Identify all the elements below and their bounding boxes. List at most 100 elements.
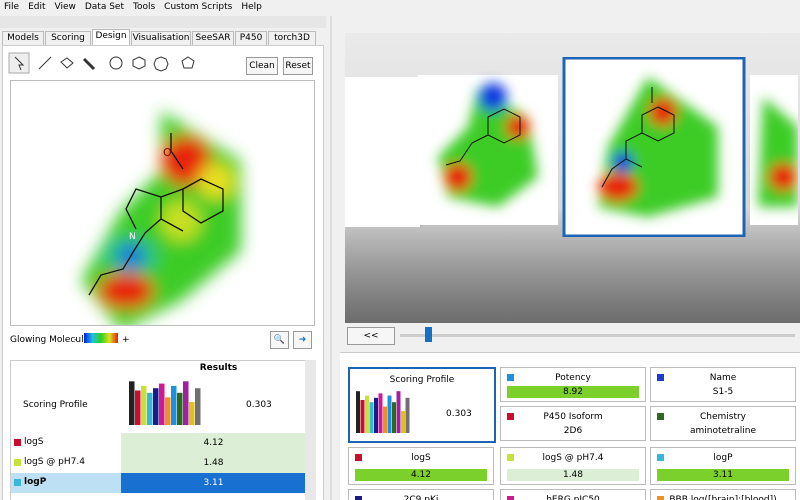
profile-card[interactable]: Scoring Profile 0.303 xyxy=(348,367,496,443)
row-value: 3.11 xyxy=(121,473,306,493)
card-value: 3.11 xyxy=(657,469,789,481)
property-card[interactable]: P450 Isoform 2D6 xyxy=(500,406,646,441)
profile-bar xyxy=(387,395,392,433)
profile-bar xyxy=(135,390,141,425)
property-card[interactable]: 2C9 pKi xyxy=(348,489,494,500)
property-card[interactable]: logP 3.11 xyxy=(650,447,796,485)
panel-header xyxy=(0,16,326,28)
result-row[interactable]: logS 4.12 xyxy=(11,433,306,453)
property-card[interactable]: hERG pIC50 xyxy=(500,489,646,500)
tab[interactable]: torch3D xyxy=(268,31,316,46)
row-name: logS xyxy=(24,437,44,447)
molecule-canvas: ON xyxy=(10,80,315,326)
profile-bar xyxy=(374,397,378,433)
color-swatch xyxy=(14,459,21,466)
profile-bar xyxy=(171,385,177,425)
menu-item[interactable]: View xyxy=(54,2,76,12)
color-swatch xyxy=(14,479,21,486)
card-value: 2D6 xyxy=(563,426,583,436)
tab[interactable]: Visualisation xyxy=(131,31,191,46)
property-card[interactable]: logS 4.12 xyxy=(348,447,494,485)
back-button[interactable]: << xyxy=(347,327,395,345)
profile-bar xyxy=(183,381,189,425)
result-row[interactable]: Scoring Profile 0.303 xyxy=(11,379,306,433)
menu-item[interactable]: Tools xyxy=(133,2,156,12)
color-swatch xyxy=(657,413,664,420)
profile-bar xyxy=(396,391,401,433)
splitter xyxy=(330,16,332,500)
menu-item[interactable]: Data Set xyxy=(84,2,124,12)
color-swatch xyxy=(657,374,664,381)
tab[interactable]: P450 xyxy=(235,31,267,46)
row-value: 0.303 xyxy=(246,400,272,410)
menu-item[interactable]: Help xyxy=(241,2,262,12)
row-name: logP xyxy=(24,477,47,487)
result-row[interactable]: logS @ pH7.4 1.48 xyxy=(11,453,306,473)
profile-bar xyxy=(378,393,383,433)
row-name: Scoring Profile xyxy=(23,400,88,410)
profile-bar xyxy=(147,392,153,425)
color-swatch xyxy=(507,413,514,420)
row-name: logS @ pH7.4 xyxy=(24,457,85,467)
profile-bar xyxy=(153,388,159,425)
property-card[interactable]: logS @ pH7.4 1.48 xyxy=(500,447,646,485)
card-title: Chemistry xyxy=(699,412,747,422)
result-row[interactable]: logP 3.11 xyxy=(11,473,306,493)
profile-bars xyxy=(356,391,410,433)
color-swatch xyxy=(14,439,21,446)
legend-label: Glowing Molecule: xyxy=(10,335,93,345)
card-value: 0.303 xyxy=(446,409,472,419)
slider-handle[interactable] xyxy=(425,327,432,342)
color-swatch xyxy=(355,496,362,500)
zoom-button[interactable]: 🔍 xyxy=(270,331,289,349)
scrollbar xyxy=(305,360,316,500)
profile-bar xyxy=(365,395,369,433)
card-title: BBB log([brain]:[blood]) xyxy=(669,495,777,500)
profile-bar xyxy=(356,391,360,433)
reset-button[interactable]: Reset xyxy=(283,57,313,75)
property-card[interactable]: Chemistry aminotetraline xyxy=(650,406,796,441)
profile-bar xyxy=(405,397,410,433)
profile-bar xyxy=(369,402,374,433)
card-title: Potency xyxy=(555,373,591,383)
card-title: logP xyxy=(713,453,733,463)
card-title: hERG pIC50 xyxy=(546,495,600,500)
tab[interactable]: Models xyxy=(2,31,44,46)
tab[interactable]: Scoring xyxy=(45,31,91,46)
card-grid: Scoring Profile 0.303 Potency 8.92 Name S1-… xyxy=(340,352,800,500)
profile-bar xyxy=(159,383,165,425)
results-table: Results Scoring Profile 0.303 logS 4.12 logS… xyxy=(10,360,307,500)
profile-bar xyxy=(392,402,396,433)
legend-minus: - xyxy=(74,335,78,345)
drawing-tools xyxy=(8,52,195,74)
svg-text:N: N xyxy=(129,232,136,242)
menu-item[interactable]: File xyxy=(4,2,20,12)
card-value: S1-5 xyxy=(712,387,734,397)
tab[interactable]: SeeSAR xyxy=(192,31,234,46)
property-card[interactable]: Potency 8.92 xyxy=(500,367,646,402)
color-swatch xyxy=(355,454,362,461)
card-title: logS xyxy=(411,453,431,463)
property-card[interactable]: BBB log([brain]:[blood]) xyxy=(650,489,796,500)
profile-bar xyxy=(141,385,147,425)
legend-plus: + xyxy=(122,335,130,345)
menu-item[interactable]: Edit xyxy=(28,2,46,12)
color-swatch xyxy=(507,374,514,381)
property-card[interactable]: Name S1-5 xyxy=(650,367,796,402)
clean-button[interactable]: Clean xyxy=(246,57,278,75)
legend-gradient xyxy=(84,333,118,343)
profile-bars xyxy=(129,381,201,425)
carousel-reflection xyxy=(345,237,800,323)
color-swatch xyxy=(507,496,514,500)
card-title: P450 Isoform xyxy=(543,412,603,422)
profile-bar xyxy=(195,388,201,425)
tab[interactable]: Design xyxy=(92,29,130,46)
profile-bar xyxy=(383,406,387,433)
export-button[interactable]: ➜ xyxy=(293,331,312,349)
results-header: Results xyxy=(199,363,238,373)
profile-bar xyxy=(401,411,405,433)
card-title: Name xyxy=(709,373,737,383)
carousel-stack xyxy=(345,77,423,227)
menu-item[interactable]: Custom Scripts xyxy=(164,2,233,12)
